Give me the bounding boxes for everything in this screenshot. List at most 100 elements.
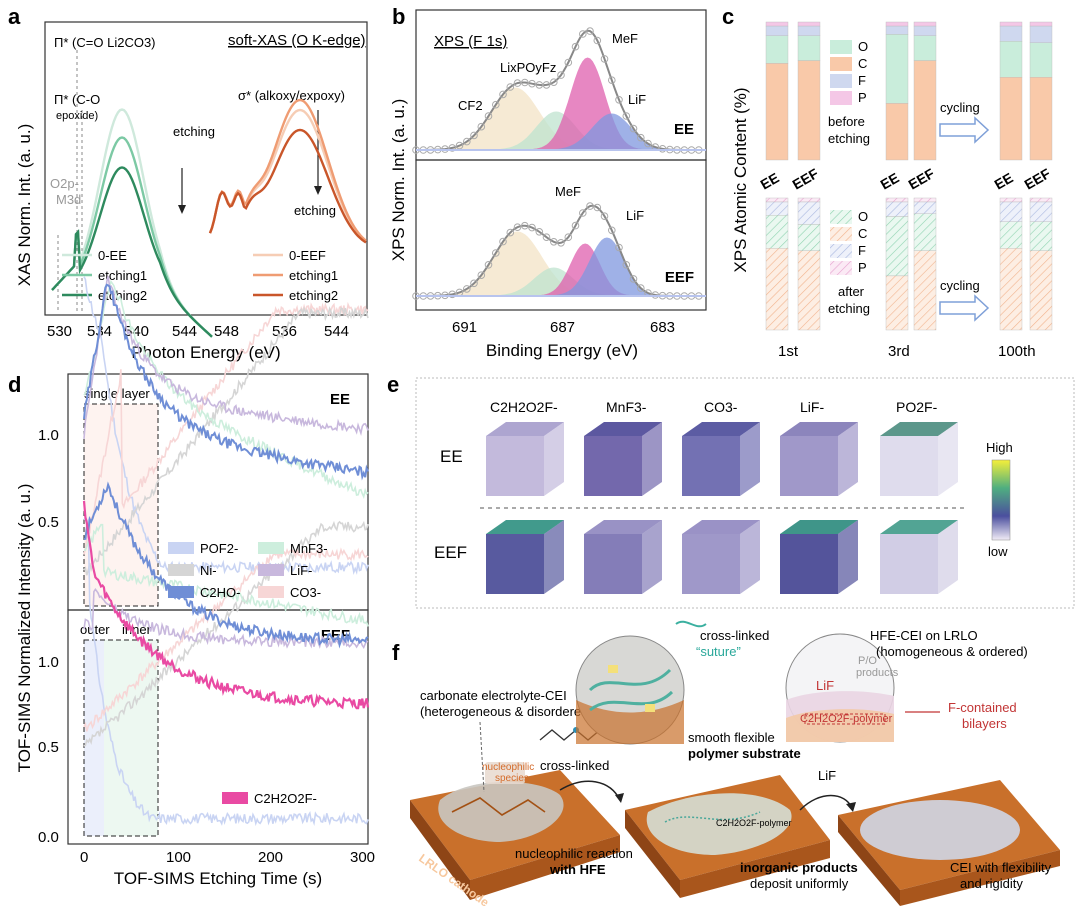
datapoint-ee-18 — [455, 141, 464, 150]
curve-d-ee-mnf3 — [83, 279, 369, 499]
crack-lines — [451, 797, 546, 816]
curve-d-ee-lif — [83, 276, 369, 439]
datapoint-eef-78 — [600, 212, 609, 220]
xlabel-a: Photon Energy (eV) — [131, 343, 280, 362]
zoom-2-highlight — [804, 713, 886, 725]
datapoint-ee-27 — [477, 122, 486, 131]
datapoint-ee-45 — [521, 78, 529, 87]
zoom-1-particle-1 — [608, 665, 618, 673]
label-with-hfe: with HFE — [549, 862, 606, 877]
datapoint-eef-87 — [622, 261, 631, 269]
datapoint-eef-51 — [535, 228, 544, 236]
peak-cf2-label: CF2 — [458, 98, 483, 113]
legend-d-0: POF2- — [200, 541, 238, 556]
datapoint-eef-66 — [571, 221, 580, 230]
label-po: P/O — [858, 655, 877, 667]
bar-after-3rd-EE-C — [885, 275, 909, 331]
group-label-3rd: 3rd — [888, 343, 910, 360]
axes-frame-b-eef — [415, 159, 707, 311]
bars-c: EE EEF EE EEF EE EEF — [758, 21, 1053, 331]
curve-a-eef-0 — [208, 108, 367, 243]
title-a: soft-XAS (O K-edge) — [228, 32, 366, 49]
legend-d-swatch-3 — [258, 564, 284, 576]
bar-after-100th-EE-C — [999, 247, 1023, 331]
curve-d-eef-ni — [83, 520, 369, 747]
legend-c-P: P — [858, 90, 867, 105]
peak-mef-label-ee: MeF — [612, 31, 638, 46]
datapoint-ee-60 — [557, 71, 565, 79]
datapoint-ee-63 — [564, 58, 573, 67]
label-cycling-2: cycling — [940, 278, 980, 293]
arrowhead-lif — [846, 802, 856, 812]
label-rigidity: and rigidity — [960, 876, 1023, 891]
cube-top-ee-2 — [682, 422, 760, 436]
cube-top-ee-1 — [584, 422, 662, 436]
sample-label-c-3rd-EEF: EEF — [906, 165, 938, 193]
xticks-a: 530 534 540 544 548 536 544 — [47, 323, 349, 340]
group-label-100th: 100th — [998, 343, 1036, 360]
panel-d: d TOF-SIMS Normalized Intensity (a. u.) … — [8, 276, 375, 888]
zoom-2-cathode — [786, 709, 894, 742]
datapoint-ee-42 — [513, 79, 522, 87]
bar-after-100th-EEF-F — [1029, 201, 1053, 222]
bar-after-1st-EE-C — [765, 247, 789, 331]
label-cycling-1: cycling — [940, 100, 980, 115]
cube-top-eef-1 — [584, 520, 662, 534]
curve-d-ee-pof2 — [83, 276, 369, 576]
label-suture: “suture” — [696, 644, 741, 659]
bar-before-3rd-EE-O — [885, 34, 909, 104]
sample-label-c-100th-EE: EE — [992, 169, 1016, 192]
suture-icon — [675, 620, 707, 628]
datapoint-eef-30 — [484, 261, 493, 269]
datapoint-eef-33 — [492, 249, 500, 257]
legend-c-O-after: O — [858, 209, 868, 224]
panel-b: b XPS Norm. Int. (a. u.) XPS (F 1s) CF2 … — [389, 4, 707, 360]
datapoint-eef-36 — [499, 237, 507, 246]
curve-d-ee-ni — [83, 306, 369, 576]
bar-before-3rd-EEF-O — [913, 35, 937, 61]
slab-1-front — [470, 835, 620, 900]
legend-c-swatch-C-hatched — [830, 227, 852, 241]
label-cei-flex: CEI with flexibility — [950, 860, 1052, 875]
cathode-slab-3 — [838, 780, 1060, 906]
anno-etching-b: etching — [294, 203, 336, 218]
peak-lif-label-ee: LiF — [628, 92, 646, 107]
bar-before-3rd-EEF-F — [913, 25, 937, 37]
panel-a: a XAS Norm. Int. (a. u.) 530 534 540 544… — [8, 4, 368, 362]
xlabel-b: Binding Energy (eV) — [486, 341, 638, 360]
bar-after-100th-EEF-C — [1029, 250, 1053, 331]
datapoint-eef-63 — [564, 233, 573, 241]
legend-a-right: 0-EEF etching1 etching2 — [253, 248, 338, 303]
bar-before-100th-EEF-F — [1029, 25, 1053, 43]
legend-c-swatch-F — [830, 74, 852, 88]
curve-d-eef-pof2 — [83, 516, 369, 827]
legend-a-left-0: 0-EE — [98, 248, 127, 263]
datapoint-ee-66 — [571, 42, 580, 51]
region-outer-inner-box — [83, 639, 159, 837]
datapoint-eef-39 — [506, 228, 515, 237]
datapoint-eef-27 — [477, 271, 486, 280]
cube-top-eef-0 — [486, 520, 564, 534]
legend-a-right-1: etching1 — [289, 268, 338, 283]
label-after: after — [838, 284, 865, 299]
datapoint-ee-69 — [579, 30, 587, 38]
axes-frame-a — [44, 21, 368, 316]
bar-after-1st-EE-P — [765, 197, 789, 203]
peak-lif-label-eef: LiF — [626, 208, 644, 223]
curve-d-ee-co3 — [83, 301, 369, 555]
row-label-ee: EE — [440, 447, 463, 466]
datapoint-ee-39 — [506, 83, 515, 91]
legend-d-2: Ni- — [200, 563, 217, 578]
label-before-etching: etching — [828, 131, 870, 146]
region-inner — [104, 640, 158, 836]
arrow-cycling-1 — [939, 116, 990, 144]
xticks-d: 0 100 200 300 — [80, 849, 375, 866]
legend-d-swatch-2 — [168, 564, 194, 576]
datapoint-eef-81 — [608, 226, 616, 235]
cube-top-ee-4 — [880, 422, 958, 436]
bar-after-100th-EE-P — [999, 197, 1023, 203]
xtick-b-1: 687 — [550, 319, 575, 336]
panel-label-d: d — [8, 372, 21, 397]
bar-after-1st-EEF-F — [797, 201, 821, 225]
legend-d-5: CO3- — [290, 585, 321, 600]
